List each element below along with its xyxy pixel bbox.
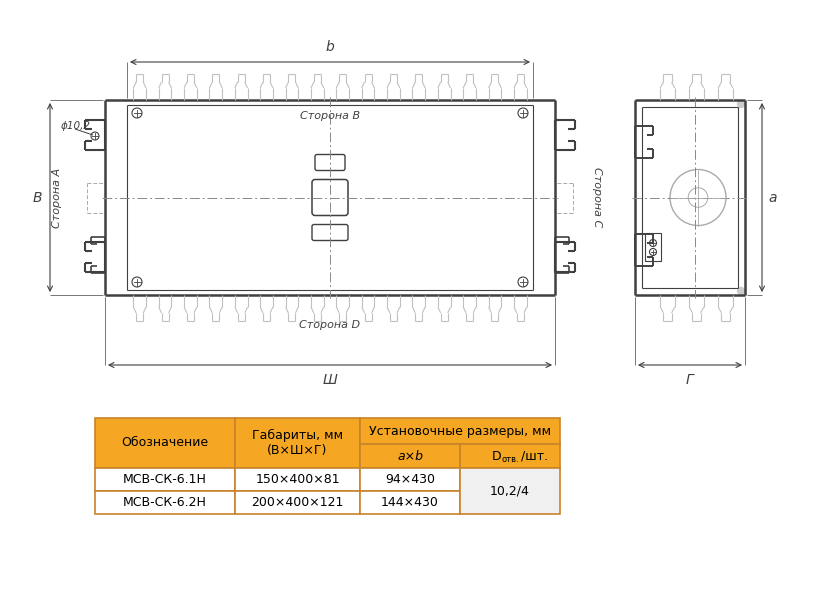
Bar bbox=[360, 444, 460, 468]
Text: МСВ-СК-6.2Н: МСВ-СК-6.2Н bbox=[123, 496, 207, 509]
Bar bbox=[95, 468, 235, 491]
Circle shape bbox=[738, 101, 744, 108]
Text: 150×400×81: 150×400×81 bbox=[255, 473, 340, 486]
Text: Габариты, мм
(В×Ш×Г): Габариты, мм (В×Ш×Г) bbox=[252, 429, 343, 457]
Bar bbox=[95, 491, 235, 514]
Text: Сторона А: Сторона А bbox=[52, 168, 62, 227]
Bar bbox=[645, 233, 661, 261]
Text: a: a bbox=[768, 191, 777, 204]
Text: МСВ-СК-6.1Н: МСВ-СК-6.1Н bbox=[123, 473, 207, 486]
Text: Ш: Ш bbox=[323, 373, 337, 387]
Text: 144×430: 144×430 bbox=[381, 496, 439, 509]
Text: D: D bbox=[492, 449, 501, 462]
Circle shape bbox=[738, 288, 744, 294]
Bar bbox=[360, 468, 460, 491]
Text: Г: Г bbox=[686, 373, 694, 387]
Text: 94×430: 94×430 bbox=[385, 473, 435, 486]
Text: Сторона С: Сторона С bbox=[592, 168, 602, 228]
Bar bbox=[235, 468, 360, 491]
Text: ϕ10,2: ϕ10,2 bbox=[61, 121, 91, 131]
Bar bbox=[95, 418, 235, 468]
Text: b: b bbox=[326, 40, 334, 54]
Text: B: B bbox=[33, 191, 42, 204]
Text: Установочные размеры, мм: Установочные размеры, мм bbox=[369, 424, 551, 437]
Bar bbox=[235, 491, 360, 514]
Bar bbox=[460, 468, 560, 514]
Bar bbox=[460, 444, 560, 468]
Bar bbox=[360, 491, 460, 514]
Text: Обозначение: Обозначение bbox=[121, 436, 209, 449]
Text: 10,2/4: 10,2/4 bbox=[490, 484, 530, 497]
Text: Сторона D: Сторона D bbox=[299, 320, 360, 330]
Text: Сторона В: Сторона В bbox=[300, 111, 360, 121]
Bar bbox=[235, 418, 360, 468]
Text: 200×400×121: 200×400×121 bbox=[251, 496, 344, 509]
Text: отв.: отв. bbox=[501, 455, 518, 464]
Text: /шт.: /шт. bbox=[521, 449, 548, 462]
Bar bbox=[360, 418, 560, 444]
Text: a×b: a×b bbox=[397, 449, 423, 462]
